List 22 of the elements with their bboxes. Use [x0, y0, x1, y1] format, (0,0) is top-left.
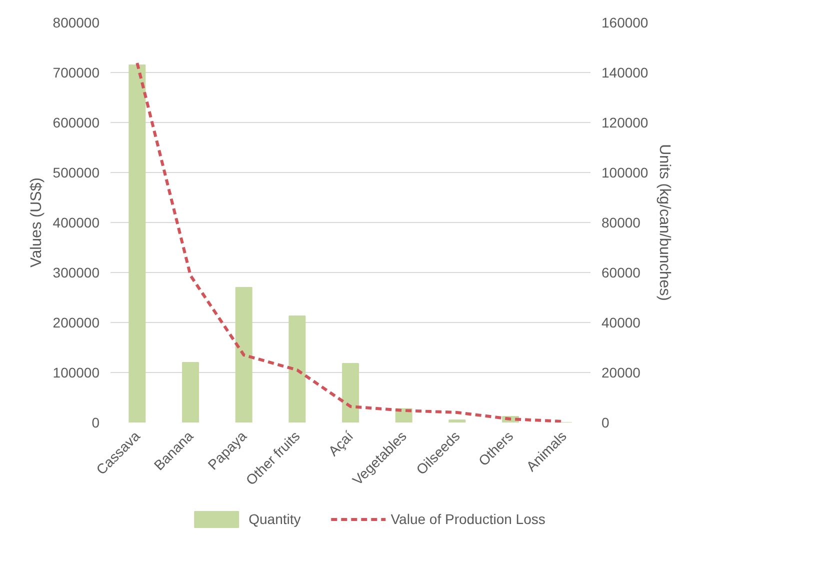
- y2-tick-label: 80000: [602, 214, 641, 230]
- legend-label: Value of Production Loss: [390, 510, 546, 526]
- y-tick-label: 400000: [52, 214, 100, 230]
- y2-tick-label: 40000: [602, 314, 641, 330]
- y2-tick-label: 20000: [602, 364, 641, 380]
- y-tick-label: 500000: [52, 164, 100, 180]
- y2-tick-label: 160000: [602, 14, 648, 30]
- y-tick-label: 800000: [52, 14, 100, 30]
- y2-tick-label: 0: [602, 414, 610, 430]
- y-tick-label: 300000: [52, 264, 100, 280]
- y2-tick-label: 60000: [602, 264, 641, 280]
- y2-tick-label: 100000: [602, 164, 648, 180]
- y-tick-label: 600000: [52, 114, 100, 130]
- y2-tick-label: 120000: [602, 114, 648, 130]
- y-axis-title: Values (US$): [28, 177, 45, 268]
- y2-axis-title: Units (kg/can/bunches): [656, 144, 674, 301]
- legend-label: Quantity: [248, 510, 301, 526]
- y-tick-label: 200000: [52, 314, 100, 330]
- y-tick-label: 0: [92, 414, 100, 430]
- y-tick-label: 700000: [52, 64, 100, 80]
- y-tick-label: 100000: [52, 364, 100, 380]
- y2-tick-label: 140000: [602, 64, 648, 80]
